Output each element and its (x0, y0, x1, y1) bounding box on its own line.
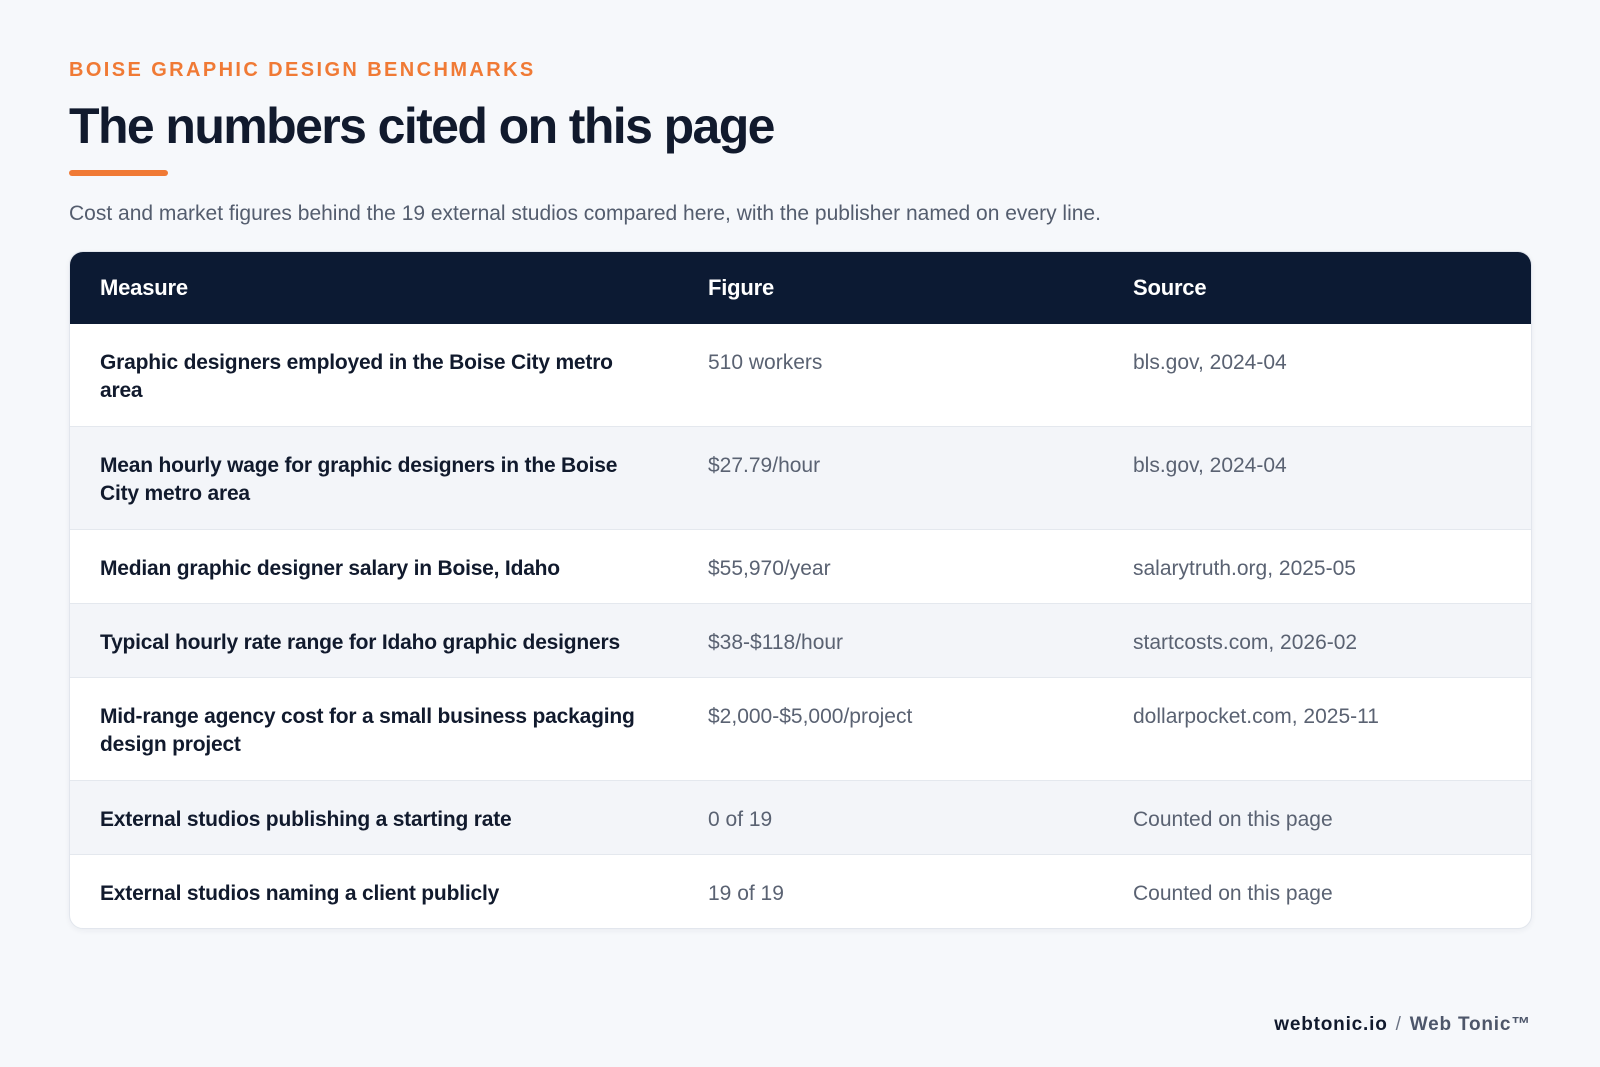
table-row: Median graphic designer salary in Boise,… (70, 529, 1531, 604)
cell-figure: $2,000-$5,000/project (678, 677, 1103, 781)
footer-brand: Web Tonic™ (1409, 1014, 1531, 1035)
cell-figure: $27.79/hour (678, 426, 1103, 530)
column-header-measure: Measure (100, 275, 188, 300)
cell-source: Counted on this page (1103, 780, 1531, 855)
cell-measure: Graphic designers employed in the Boise … (100, 351, 613, 402)
benchmarks-table-card: Measure Figure Source Graphic designers … (69, 251, 1532, 929)
cell-source: bls.gov, 2024-04 (1103, 426, 1531, 530)
table-header-row: Measure Figure Source (70, 252, 1531, 324)
cell-measure: External studios naming a client publicl… (70, 854, 678, 928)
cell-figure: $38-$118/hour (678, 603, 1103, 678)
cell-figure: 19 of 19 (678, 854, 1103, 928)
cell-source: startcosts.com, 2026-02 (1103, 603, 1531, 678)
cell-source: dollarpocket.com, 2025-11 (1103, 677, 1531, 781)
footer-credit: webtonic.io / Web Tonic™ (1274, 1013, 1531, 1037)
footer-separator: / (1395, 1014, 1402, 1035)
cell-source: salarytruth.org, 2025-05 (1103, 529, 1531, 604)
eyebrow-label: BOISE GRAPHIC DESIGN BENCHMARKS (69, 59, 536, 81)
cell-figure: $55,970/year (678, 529, 1103, 604)
benchmarks-table: Measure Figure Source Graphic designers … (70, 252, 1531, 928)
cell-figure: 510 workers (708, 351, 823, 374)
cell-source: Counted on this page (1103, 854, 1531, 928)
column-header-figure: Figure (708, 275, 775, 300)
footer-domain: webtonic.io (1274, 1014, 1388, 1035)
title-accent-bar (69, 170, 168, 176)
table-row: External studios publishing a starting r… (70, 780, 1531, 855)
cell-source: bls.gov, 2024-04 (1133, 351, 1287, 374)
column-header-source: Source (1133, 275, 1207, 300)
cell-measure: Median graphic designer salary in Boise,… (70, 529, 678, 604)
table-row: Mean hourly wage for graphic designers i… (70, 426, 1531, 530)
table-row: External studios naming a client publicl… (70, 854, 1531, 928)
table-row: Mid-range agency cost for a small busine… (70, 677, 1531, 781)
table-row: Typical hourly rate range for Idaho grap… (70, 603, 1531, 678)
page-title: The numbers cited on this page (69, 98, 775, 154)
cell-measure: Typical hourly rate range for Idaho grap… (70, 603, 678, 678)
cell-measure: Mean hourly wage for graphic designers i… (70, 426, 678, 530)
page-subtitle: Cost and market figures behind the 19 ex… (69, 202, 1101, 225)
cell-measure: External studios publishing a starting r… (70, 780, 678, 855)
table-row: Graphic designers employed in the Boise … (70, 324, 1531, 427)
cell-measure: Mid-range agency cost for a small busine… (70, 677, 678, 781)
cell-figure: 0 of 19 (678, 780, 1103, 855)
page-content: BOISE GRAPHIC DESIGN BENCHMARKS The numb… (69, 58, 1532, 929)
